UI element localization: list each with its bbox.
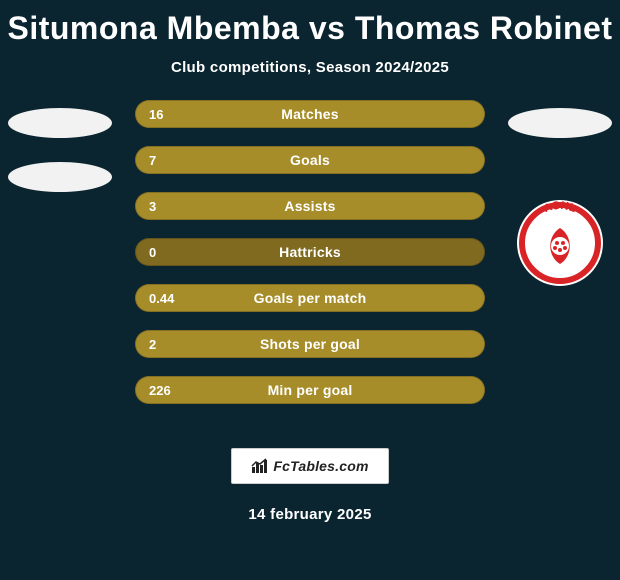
stats-area: 16Matches 7Goals 3Assists 0Hattricks 0.44Goa… [0, 100, 620, 420]
chart-icon [251, 457, 269, 475]
right-player-column: ASNLASNL [500, 100, 620, 286]
stat-label: Shots per goal [135, 336, 485, 352]
stat-row: 7Goals [135, 146, 485, 174]
stat-row: 226Min per goal [135, 376, 485, 404]
player-placeholder-oval [8, 162, 112, 192]
stat-label: Matches [135, 106, 485, 122]
player-placeholder-oval [8, 108, 112, 138]
subtitle: Club competitions, Season 2024/2025 [0, 59, 620, 76]
stat-label: Min per goal [135, 382, 485, 398]
left-player-column [0, 100, 120, 192]
player-placeholder-oval [508, 108, 612, 138]
branding-badge[interactable]: FcTables.com [231, 448, 389, 484]
stat-row: 2Shots per goal [135, 330, 485, 358]
stat-row: 16Matches [135, 100, 485, 128]
stat-row: 0.44Goals per match [135, 284, 485, 312]
stat-label: Goals per match [135, 290, 485, 306]
date-line: 14 february 2025 [0, 506, 620, 523]
stat-bars: 16Matches 7Goals 3Assists 0Hattricks 0.44Goa… [135, 100, 485, 404]
stat-label: Goals [135, 152, 485, 168]
page-title: Situmona Mbemba vs Thomas Robinet [0, 0, 620, 47]
stat-label: Assists [135, 198, 485, 214]
stat-label: Hattricks [135, 244, 485, 260]
stat-row: 3Assists [135, 192, 485, 220]
club-badge: ASNLASNL [517, 200, 603, 286]
stat-row: 0Hattricks [135, 238, 485, 266]
branding-text: FcTables.com [273, 458, 368, 474]
